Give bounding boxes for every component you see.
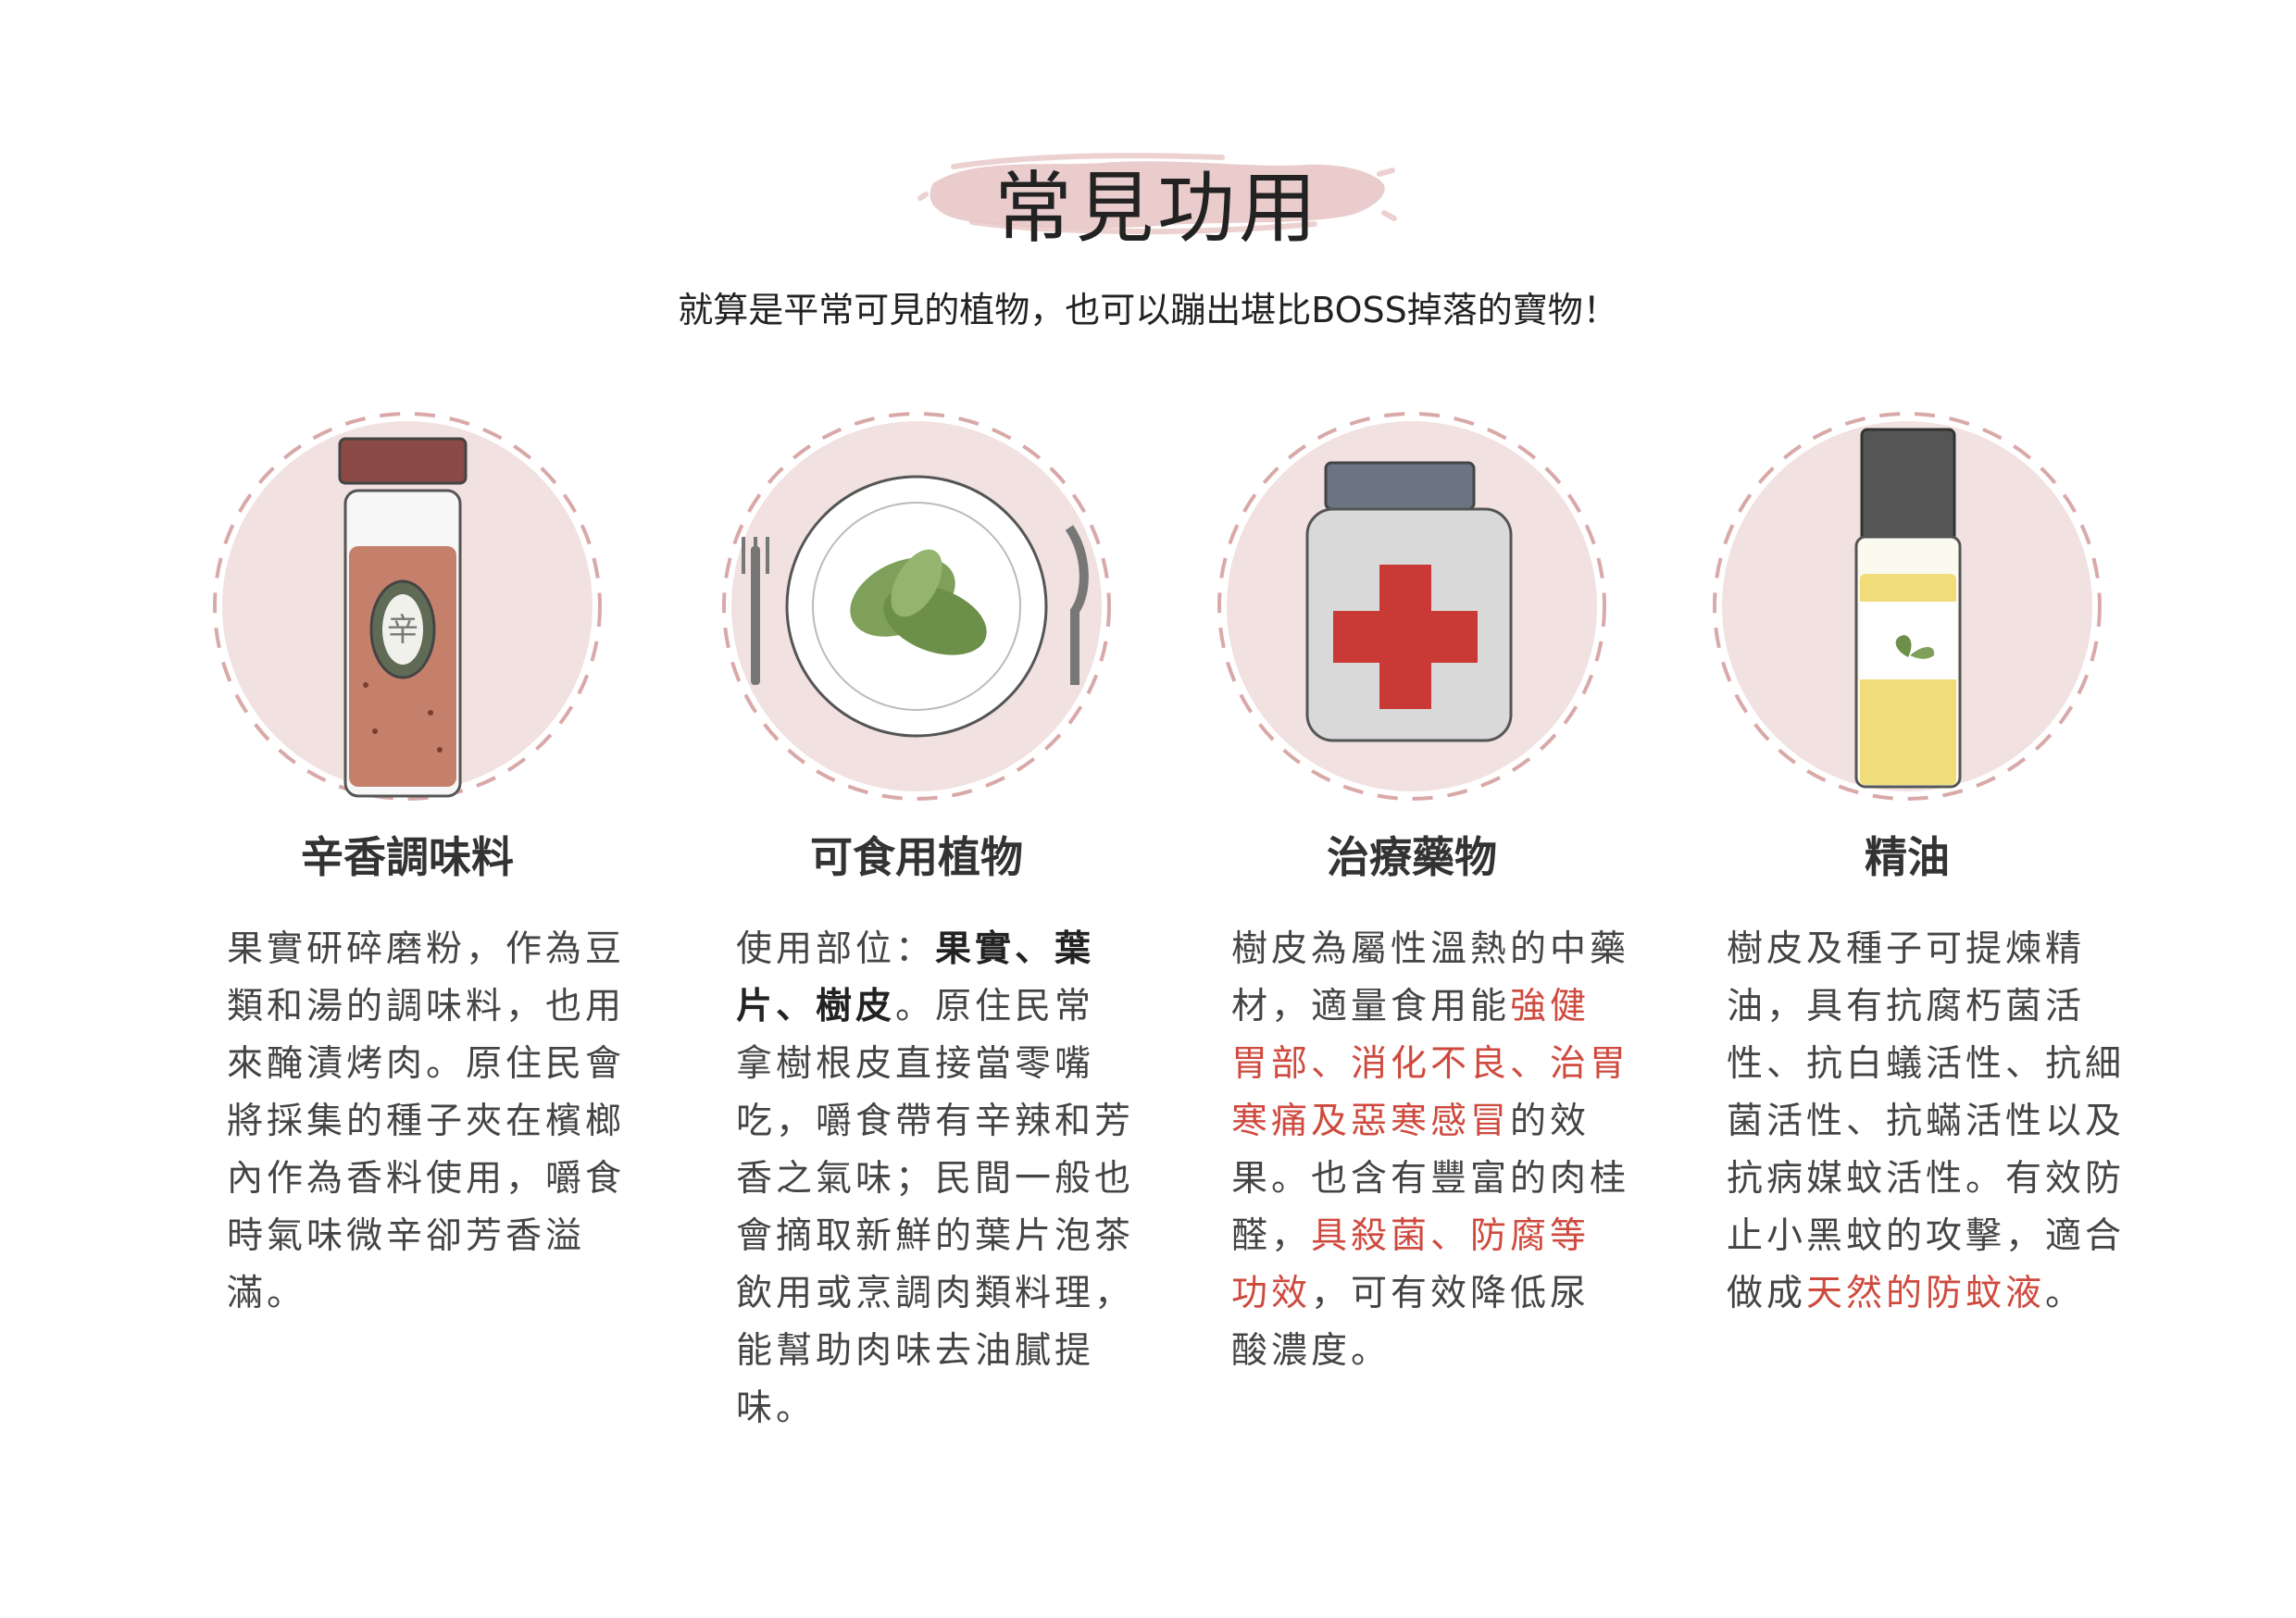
page-subtitle: 就算是平常可見的植物，也可以蹦出堪比BOSS掉落的寶物！ [678,290,1618,330]
svg-text:辛: 辛 [387,612,418,649]
card-description: 樹皮為屬性溫熱的中藥材，適量食用能強健胃部、消化不良、治胃寒痛及惡寒感冒的效果。… [1231,928,1630,1372]
card-medicine: 治療藥物 樹皮為屬性溫熱的中藥材，適量食用能強健胃部、消化不良、治胃寒痛及惡寒感… [1213,407,1648,1425]
title-block: 常見功用 [917,130,1398,254]
card-description: 果實研碎磨粉，作為豆類和湯的調味料，也用來醃漬烤肉。原住民會將採集的種子夾在檳榔… [227,928,626,1314]
brush-stroke-decoration [917,153,1397,235]
card-spice: 辛 辛香調味料 果實研碎磨粉，作為豆類和湯的調味料，也用來醃漬烤肉。原住民會將採… [208,407,643,1425]
page-title: 常見功用 [993,163,1320,254]
card-description: 樹皮及種子可提煉精油，具有抗腐朽菌活性、抗白蟻活性、抗細菌活性、抗蟎活性以及抗病… [1727,928,2126,1314]
card-essential-oil: 精油 樹皮及種子可提煉精油，具有抗腐朽菌活性、抗白蟻活性、抗細菌活性、抗蟎活性以… [1708,407,2143,1425]
card-title: 辛香調味料 [301,832,514,882]
essential-oil-bottle-icon [1713,412,2102,801]
medicine-bottle-icon [1217,412,1606,801]
plate-of-leaves-icon [722,412,1111,801]
card-edible: 可食用植物 使用部位：果實、葉片、樹皮。原住民常拿樹根皮直接當零嘴吃，嚼食帶有辛… [718,407,1153,1429]
card-title: 精油 [1865,832,1950,882]
card-description: 使用部位：果實、葉片、樹皮。原住民常拿樹根皮直接當零嘴吃，嚼食帶有辛辣和芳香之氣… [736,928,1135,1429]
spice-jar-icon: 辛 [213,412,602,801]
card-title: 可食用植物 [810,832,1023,882]
card-title: 治療藥物 [1327,832,1497,882]
